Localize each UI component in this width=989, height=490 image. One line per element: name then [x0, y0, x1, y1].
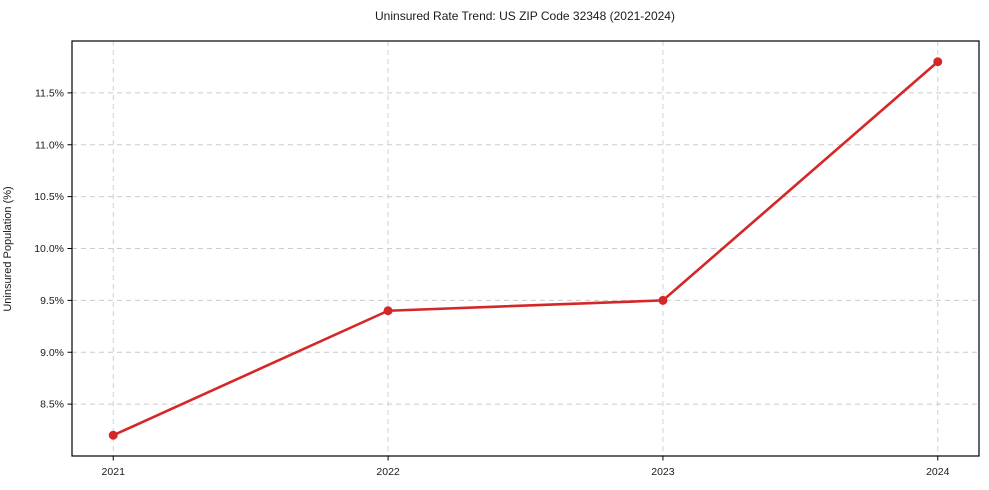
x-tick-label: 2023 — [651, 466, 675, 478]
tick-layer — [67, 92, 939, 461]
x-tick-label: 2024 — [926, 466, 950, 478]
x-tick-label: 2021 — [102, 466, 126, 478]
tick-label-layer: 8.5% 9.0% 9.5% 10.0% 10.5% 11.0% 11.5% 2021 2022… — [34, 87, 949, 478]
y-axis-label: Uninsured Population (%) — [2, 186, 14, 311]
x-tick-label: 2022 — [376, 466, 400, 478]
grid-layer — [72, 41, 979, 456]
data-point-marker — [383, 306, 393, 316]
y-tick-label: 9.5% — [40, 295, 64, 307]
y-tick-label: 11.5% — [35, 87, 64, 99]
data-point-marker — [108, 430, 118, 440]
y-tick-label: 10.0% — [34, 243, 64, 255]
data-point-marker — [933, 57, 943, 67]
y-tick-label: 8.5% — [40, 399, 64, 411]
y-tick-label: 10.5% — [34, 191, 64, 203]
trend-line — [111, 60, 940, 437]
y-tick-label: 11.0% — [35, 139, 64, 151]
y-tick-label: 9.0% — [40, 347, 64, 359]
series-layer — [108, 57, 943, 440]
chart-title: Uninsured Rate Trend: US ZIP Code 32348 … — [375, 9, 675, 23]
data-point-marker — [658, 295, 668, 305]
